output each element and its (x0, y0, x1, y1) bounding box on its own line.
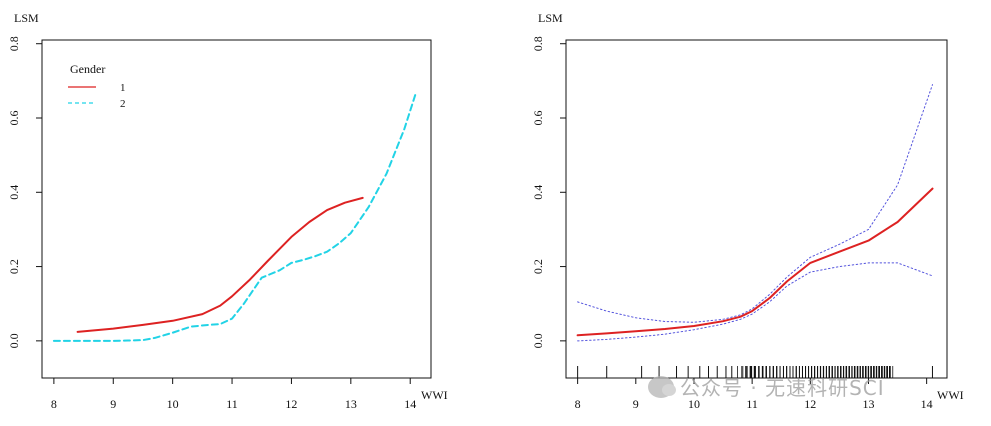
legend-label-1: 1 (120, 82, 126, 94)
x-tick-label: 9 (110, 397, 116, 411)
chart-1: 8 9 10 11 12 13 140.00.20.40.60.8LSMWWIGender1… (7, 11, 448, 411)
x-tick-label: 8 (51, 397, 57, 411)
x-axis-label: WWI (421, 388, 448, 402)
x-tick-label: 14 (404, 397, 416, 411)
y-tick-label: 0.0 (531, 333, 545, 348)
legend-label-2: 2 (120, 98, 126, 110)
watermark: 公众号 · 无速科研SCI (648, 372, 885, 401)
x-tick-label: 14 (921, 397, 933, 411)
x-tick-label: 13 (345, 397, 357, 411)
chart-2: 8 9 10 11 12 13 14 0.0 0.2 0.4 0.6 0.8 LSM WWI (531, 11, 964, 411)
x-tick-label: 11 (226, 397, 238, 411)
y-tick-label: 0.4 (531, 185, 545, 200)
legend-title: Gender (70, 62, 105, 76)
x-tick-label: 12 (804, 397, 816, 411)
series-line-1 (76, 196, 364, 333)
series-line-s1 (576, 187, 934, 337)
x-axis-label: WWI (937, 388, 964, 402)
y-tick-label: 0.6 (531, 111, 545, 126)
legend: Gender 1 2 (68, 62, 126, 110)
y-tick-label: 0.0 (7, 333, 21, 348)
watermark-text: 公众号 · 无速科研SCI (680, 376, 885, 400)
plot-frame (41, 39, 432, 379)
series-line-s3 (577, 262, 933, 342)
plot-frame (565, 39, 948, 379)
y-tick-label: 0.4 (7, 185, 21, 200)
y-tick-label: 0.8 (7, 36, 21, 51)
x-tick-label: 12 (285, 397, 297, 411)
series-line-s2 (577, 84, 933, 323)
y-axis-label: LSM (538, 11, 563, 25)
y-tick-label: 0.2 (531, 259, 545, 274)
y-tick-label: 0.6 (7, 111, 21, 126)
x-tick-label: 11 (746, 397, 758, 411)
y-tick-label: 0.2 (7, 259, 21, 274)
y-tick-label: 0.8 (531, 36, 545, 51)
y-axis-label: LSM (14, 11, 39, 25)
rug-marks (577, 366, 933, 378)
x-tick-label: 8 (575, 397, 581, 411)
x-tick-label: 10 (688, 397, 700, 411)
x-tick-label: 9 (633, 397, 639, 411)
x-tick-label: 10 (167, 397, 179, 411)
wechat-icon (648, 375, 676, 398)
series-line-2 (52, 91, 418, 342)
x-tick-label: 13 (862, 397, 874, 411)
